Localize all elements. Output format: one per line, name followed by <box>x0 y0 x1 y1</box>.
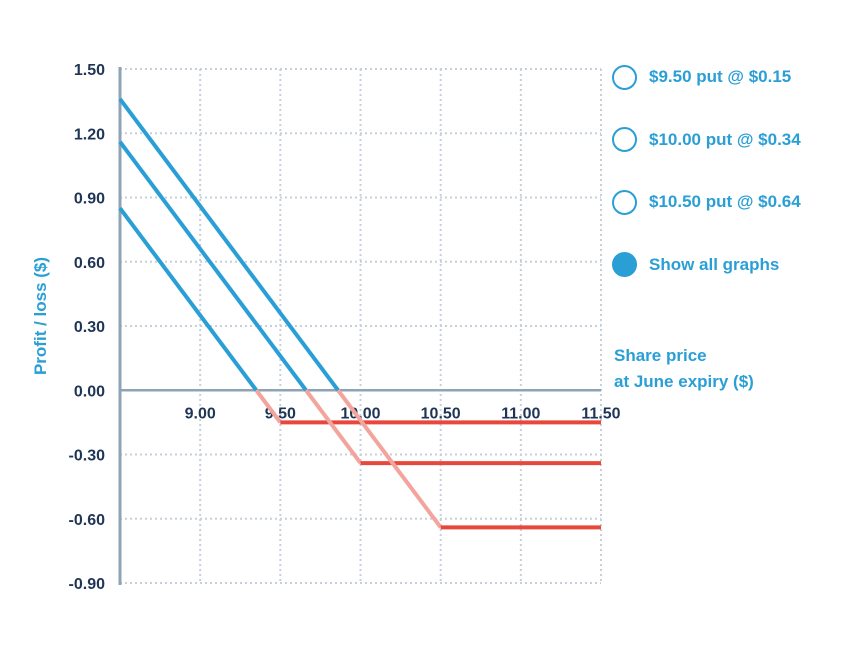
profit-segment <box>118 207 258 392</box>
option-10-50-put[interactable]: $10.50 put @ $0.64 <box>612 187 801 217</box>
y-tick-label: 0.30 <box>74 319 105 336</box>
graph-selector: $9.50 put @ $0.15 $10.00 put @ $0.34 $10… <box>612 62 801 312</box>
y-tick-label: 0.00 <box>74 383 105 400</box>
y-tick-label: 1.50 <box>74 62 105 79</box>
option-9-50-put[interactable]: $9.50 put @ $0.15 <box>612 62 801 92</box>
profit-segment <box>118 97 340 392</box>
option-label: Show all graphs <box>649 254 780 274</box>
loss-slope-segment <box>336 389 443 529</box>
y-tick-label: 0.90 <box>74 191 105 208</box>
y-tick-label: 1.20 <box>74 126 105 143</box>
x-axis-title-line-2: at June expiry ($) <box>614 372 754 391</box>
y-tick-label: 0.60 <box>74 255 105 272</box>
option-label: $10.00 put @ $0.34 <box>649 129 801 149</box>
y-tick-label: -0.90 <box>69 576 106 593</box>
y-axis-title: Profit / loss ($) <box>31 257 50 375</box>
x-tick-label: 9.00 <box>185 405 216 422</box>
option-10-00-put[interactable]: $10.00 put @ $0.34 <box>612 125 801 155</box>
radio-button-icon[interactable] <box>612 64 637 90</box>
option-label: $10.50 put @ $0.64 <box>649 192 801 211</box>
profit-segment <box>118 140 308 392</box>
x-tick-label: 10.50 <box>421 405 461 422</box>
radio-button-icon[interactable] <box>612 189 637 215</box>
x-axis-title-line-1: Share price <box>614 346 707 365</box>
radio-button-selected-icon[interactable] <box>612 252 637 277</box>
option-label: $9.50 put @ $0.15 <box>649 67 792 86</box>
y-tick-label: -0.30 <box>69 448 106 465</box>
option-show-all-graphs[interactable]: Show all graphs <box>612 250 801 280</box>
x-tick-label: 11.50 <box>581 405 620 422</box>
y-tick-label: -0.60 <box>69 512 106 529</box>
x-tick-label: 11.00 <box>501 405 540 422</box>
loss-slope-segment <box>304 389 363 465</box>
loss-slope-segment <box>254 389 282 424</box>
radio-button-icon[interactable] <box>612 127 637 152</box>
x-axis-title: Share price at June expiry ($) <box>614 343 754 395</box>
